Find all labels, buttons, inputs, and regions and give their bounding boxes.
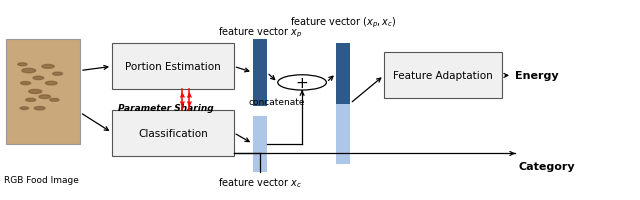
Text: Parameter Sharing: Parameter Sharing <box>118 104 214 112</box>
Text: +: + <box>296 76 308 90</box>
FancyBboxPatch shape <box>6 40 80 144</box>
Circle shape <box>29 90 42 94</box>
Circle shape <box>39 95 51 99</box>
FancyBboxPatch shape <box>336 104 350 164</box>
Text: Feature Adaptation: Feature Adaptation <box>394 71 493 81</box>
Circle shape <box>42 65 54 69</box>
Text: Category: Category <box>518 161 575 171</box>
Text: feature vector $x_p$: feature vector $x_p$ <box>218 25 302 39</box>
Circle shape <box>18 64 27 66</box>
Circle shape <box>20 82 31 85</box>
Text: Portion Estimation: Portion Estimation <box>125 62 221 72</box>
Text: feature vector $x_c$: feature vector $x_c$ <box>218 175 302 189</box>
Circle shape <box>20 107 29 110</box>
Circle shape <box>278 75 326 91</box>
FancyBboxPatch shape <box>112 110 234 156</box>
FancyBboxPatch shape <box>384 53 502 99</box>
Circle shape <box>45 82 57 85</box>
Text: Energy: Energy <box>515 71 559 81</box>
Text: concatenate: concatenate <box>248 98 305 106</box>
FancyBboxPatch shape <box>253 40 267 106</box>
Text: Classification: Classification <box>138 128 207 138</box>
Circle shape <box>35 107 45 110</box>
FancyBboxPatch shape <box>336 44 350 104</box>
Circle shape <box>22 69 36 73</box>
Text: RGB Food Image: RGB Food Image <box>4 176 79 184</box>
Circle shape <box>52 73 63 76</box>
Circle shape <box>50 99 59 102</box>
FancyBboxPatch shape <box>253 116 267 172</box>
Circle shape <box>33 77 44 80</box>
FancyBboxPatch shape <box>112 44 234 90</box>
Circle shape <box>26 99 36 102</box>
Text: feature vector $(x_p, x_c)$: feature vector $(x_p, x_c)$ <box>290 16 396 30</box>
